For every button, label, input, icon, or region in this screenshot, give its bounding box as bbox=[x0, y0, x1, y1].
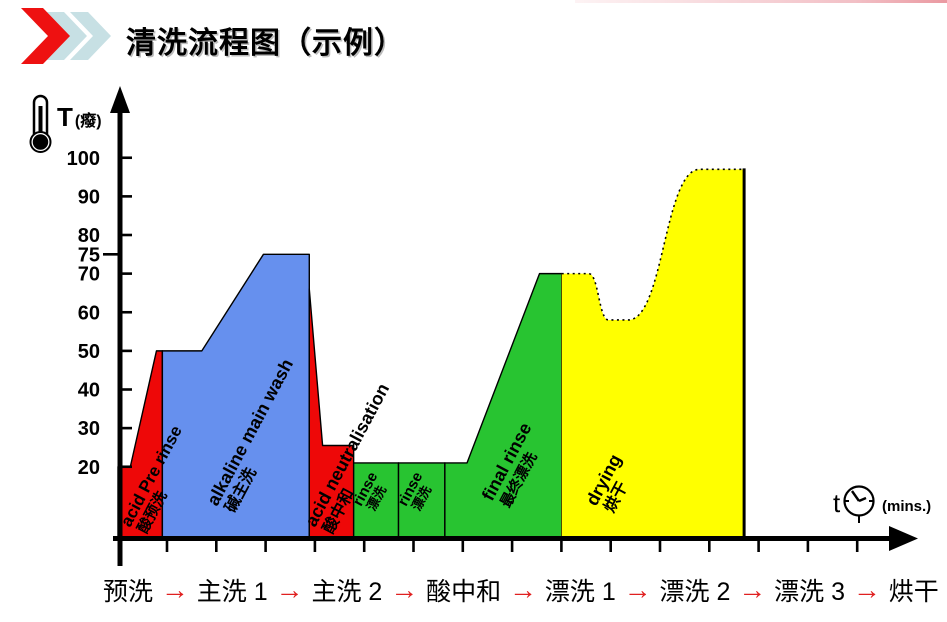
chevron-3-icon bbox=[70, 12, 111, 60]
thermometer-icon bbox=[29, 94, 52, 153]
flow-arrow-icon: → bbox=[275, 574, 304, 605]
page-title: 清洗流程图（示例） bbox=[126, 27, 405, 60]
y-axis-unit: (癈) bbox=[75, 111, 102, 130]
y-tick-label: 75 bbox=[78, 244, 100, 266]
clock-icon bbox=[843, 485, 875, 523]
y-tick-label: 80 bbox=[78, 225, 100, 247]
y-tick-label: 70 bbox=[78, 264, 100, 286]
x-axis-unit: (mins.) bbox=[882, 498, 931, 515]
flow-arrow-icon: → bbox=[852, 574, 881, 605]
flow-arrow-icon: → bbox=[508, 574, 537, 605]
y-axis-arrow bbox=[110, 86, 130, 113]
flow-step: 漂洗 2 bbox=[659, 578, 731, 606]
flow-step: 预洗 bbox=[103, 578, 154, 606]
y-tick-label: 90 bbox=[78, 186, 100, 208]
flow-step: 主洗 2 bbox=[311, 578, 383, 606]
flow-arrow-icon: → bbox=[738, 574, 767, 605]
y-tick-label: 40 bbox=[78, 380, 100, 402]
flow-arrow-icon: → bbox=[623, 574, 652, 605]
x-axis-arrow bbox=[889, 526, 918, 551]
top-accent-strip bbox=[575, 0, 947, 3]
flow-step: 烘干 bbox=[888, 578, 939, 606]
y-tick-label: 60 bbox=[78, 302, 100, 324]
header: 清洗流程图（示例） bbox=[0, 0, 947, 72]
process-flow: 预洗 → 主洗 1 → 主洗 2 → 酸中和 → 漂洗 1 → 漂洗 2 → 漂洗 3 → 烘干 bbox=[103, 568, 939, 612]
y-tick-label: 50 bbox=[78, 341, 100, 363]
y-tick-label: 30 bbox=[78, 418, 100, 440]
flow-step: 主洗 1 bbox=[196, 578, 268, 606]
y-tick-label: 20 bbox=[78, 457, 100, 479]
y-axis-label: T (癈) bbox=[57, 102, 102, 132]
x-axis-label: t bbox=[833, 488, 841, 518]
chevron-2-icon bbox=[46, 12, 87, 60]
chevron-1-icon bbox=[21, 8, 70, 64]
flow-step: 漂洗 1 bbox=[544, 578, 616, 606]
flow-arrow-icon: → bbox=[390, 574, 419, 605]
flow-step: 漂洗 3 bbox=[774, 578, 846, 606]
stage-drying-dotted-edge bbox=[561, 168, 745, 321]
chevrons-icon bbox=[21, 8, 111, 64]
stage-drying-area bbox=[561, 169, 745, 537]
flow-step: 酸中和 bbox=[426, 578, 502, 606]
flow-arrow-icon: → bbox=[160, 574, 189, 605]
y-tick-label: 100 bbox=[67, 148, 100, 170]
